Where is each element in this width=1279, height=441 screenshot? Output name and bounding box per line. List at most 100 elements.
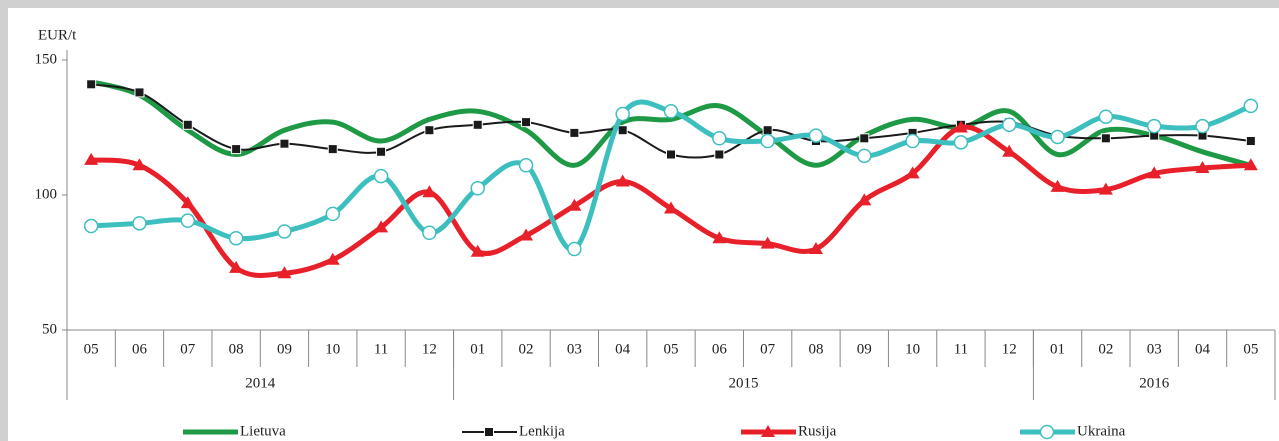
marker — [666, 149, 676, 160]
y-tick-label: 150 — [35, 51, 58, 67]
legend-label: Lenkija — [519, 423, 565, 439]
marker — [325, 206, 341, 222]
marker — [1146, 118, 1162, 134]
marker — [231, 144, 242, 155]
marker — [279, 138, 290, 149]
legend-label: Lietuva — [240, 423, 286, 439]
x-tick-label: 04 — [1195, 341, 1211, 357]
marker — [228, 230, 244, 246]
marker — [180, 196, 195, 209]
marker — [376, 146, 387, 157]
marker — [857, 148, 872, 164]
marker — [182, 119, 193, 130]
marker — [712, 231, 727, 244]
marker — [760, 133, 775, 149]
marker — [374, 220, 389, 233]
x-tick-label: 08 — [808, 341, 823, 357]
marker — [1002, 144, 1017, 157]
x-tick-label: 11 — [954, 341, 968, 357]
x-tick-label: 02 — [1098, 341, 1113, 357]
marker — [761, 425, 775, 437]
marker — [859, 133, 870, 144]
marker — [422, 225, 437, 241]
marker — [760, 236, 775, 249]
marker — [664, 201, 678, 214]
group-label: 2016 — [1139, 375, 1170, 391]
marker — [325, 252, 340, 265]
marker — [1039, 424, 1055, 440]
x-tick-label: 06 — [712, 341, 728, 357]
x-tick-label: 05 — [1243, 341, 1258, 357]
marker — [953, 120, 968, 133]
marker — [484, 427, 494, 437]
marker — [472, 119, 483, 130]
x-tick-label: 08 — [229, 341, 244, 357]
x-tick-label: 05 — [84, 341, 99, 357]
marker — [714, 149, 725, 160]
marker — [1001, 117, 1017, 133]
marker — [615, 174, 630, 187]
marker — [84, 152, 99, 165]
marker — [1245, 136, 1256, 146]
marker — [132, 158, 147, 171]
x-tick-label: 01 — [1050, 341, 1065, 357]
marker — [905, 166, 920, 179]
marker — [277, 224, 292, 239]
marker — [567, 198, 582, 211]
marker — [470, 244, 485, 257]
series-line — [90, 79, 1252, 168]
frame-top — [0, 0, 1279, 8]
marker — [569, 127, 580, 138]
marker — [1050, 179, 1065, 192]
frame-left — [0, 0, 8, 441]
x-tick-label: 07 — [760, 341, 776, 357]
marker — [86, 79, 97, 90]
marker — [1050, 129, 1065, 145]
x-tick-label: 03 — [567, 341, 582, 357]
x-tick-label: 04 — [615, 341, 631, 357]
marker — [134, 87, 145, 98]
marker — [1098, 182, 1113, 195]
x-tick-label: 01 — [470, 341, 485, 357]
marker — [277, 266, 292, 279]
x-tick-label: 09 — [857, 341, 872, 357]
y-axis-label: EUR/t — [38, 27, 77, 43]
marker — [1195, 118, 1210, 134]
x-tick-label: 07 — [180, 341, 196, 357]
x-tick-label: 02 — [519, 341, 534, 357]
group-label: 2015 — [728, 375, 758, 391]
x-tick-label: 11 — [374, 341, 388, 357]
marker — [567, 241, 582, 257]
marker — [808, 128, 824, 143]
y-tick-label: 100 — [35, 186, 58, 202]
marker — [1100, 133, 1111, 144]
x-tick-label: 12 — [422, 341, 437, 357]
marker — [132, 216, 147, 231]
x-tick-label: 03 — [1147, 341, 1162, 357]
series-line — [91, 99, 1252, 252]
marker — [1243, 98, 1259, 114]
marker — [1098, 109, 1114, 124]
marker — [1147, 166, 1162, 179]
marker — [519, 228, 534, 241]
legend-label: Ukraina — [1077, 423, 1126, 439]
marker — [953, 135, 969, 150]
marker — [470, 181, 485, 196]
marker — [327, 144, 338, 155]
y-tick-label: 50 — [42, 321, 57, 337]
x-tick-label: 10 — [325, 341, 340, 357]
marker — [762, 125, 773, 136]
marker — [905, 133, 920, 149]
marker — [615, 106, 630, 122]
marker — [808, 242, 823, 254]
x-tick-label: 05 — [664, 341, 679, 357]
x-tick-label: 09 — [277, 341, 292, 357]
legend-label: Rusija — [798, 423, 837, 439]
marker — [424, 125, 435, 136]
marker — [373, 168, 389, 184]
x-tick-label: 10 — [905, 341, 920, 357]
marker — [1243, 158, 1258, 171]
marker — [229, 260, 244, 273]
marker — [521, 117, 532, 128]
x-tick-label: 12 — [1002, 341, 1017, 357]
